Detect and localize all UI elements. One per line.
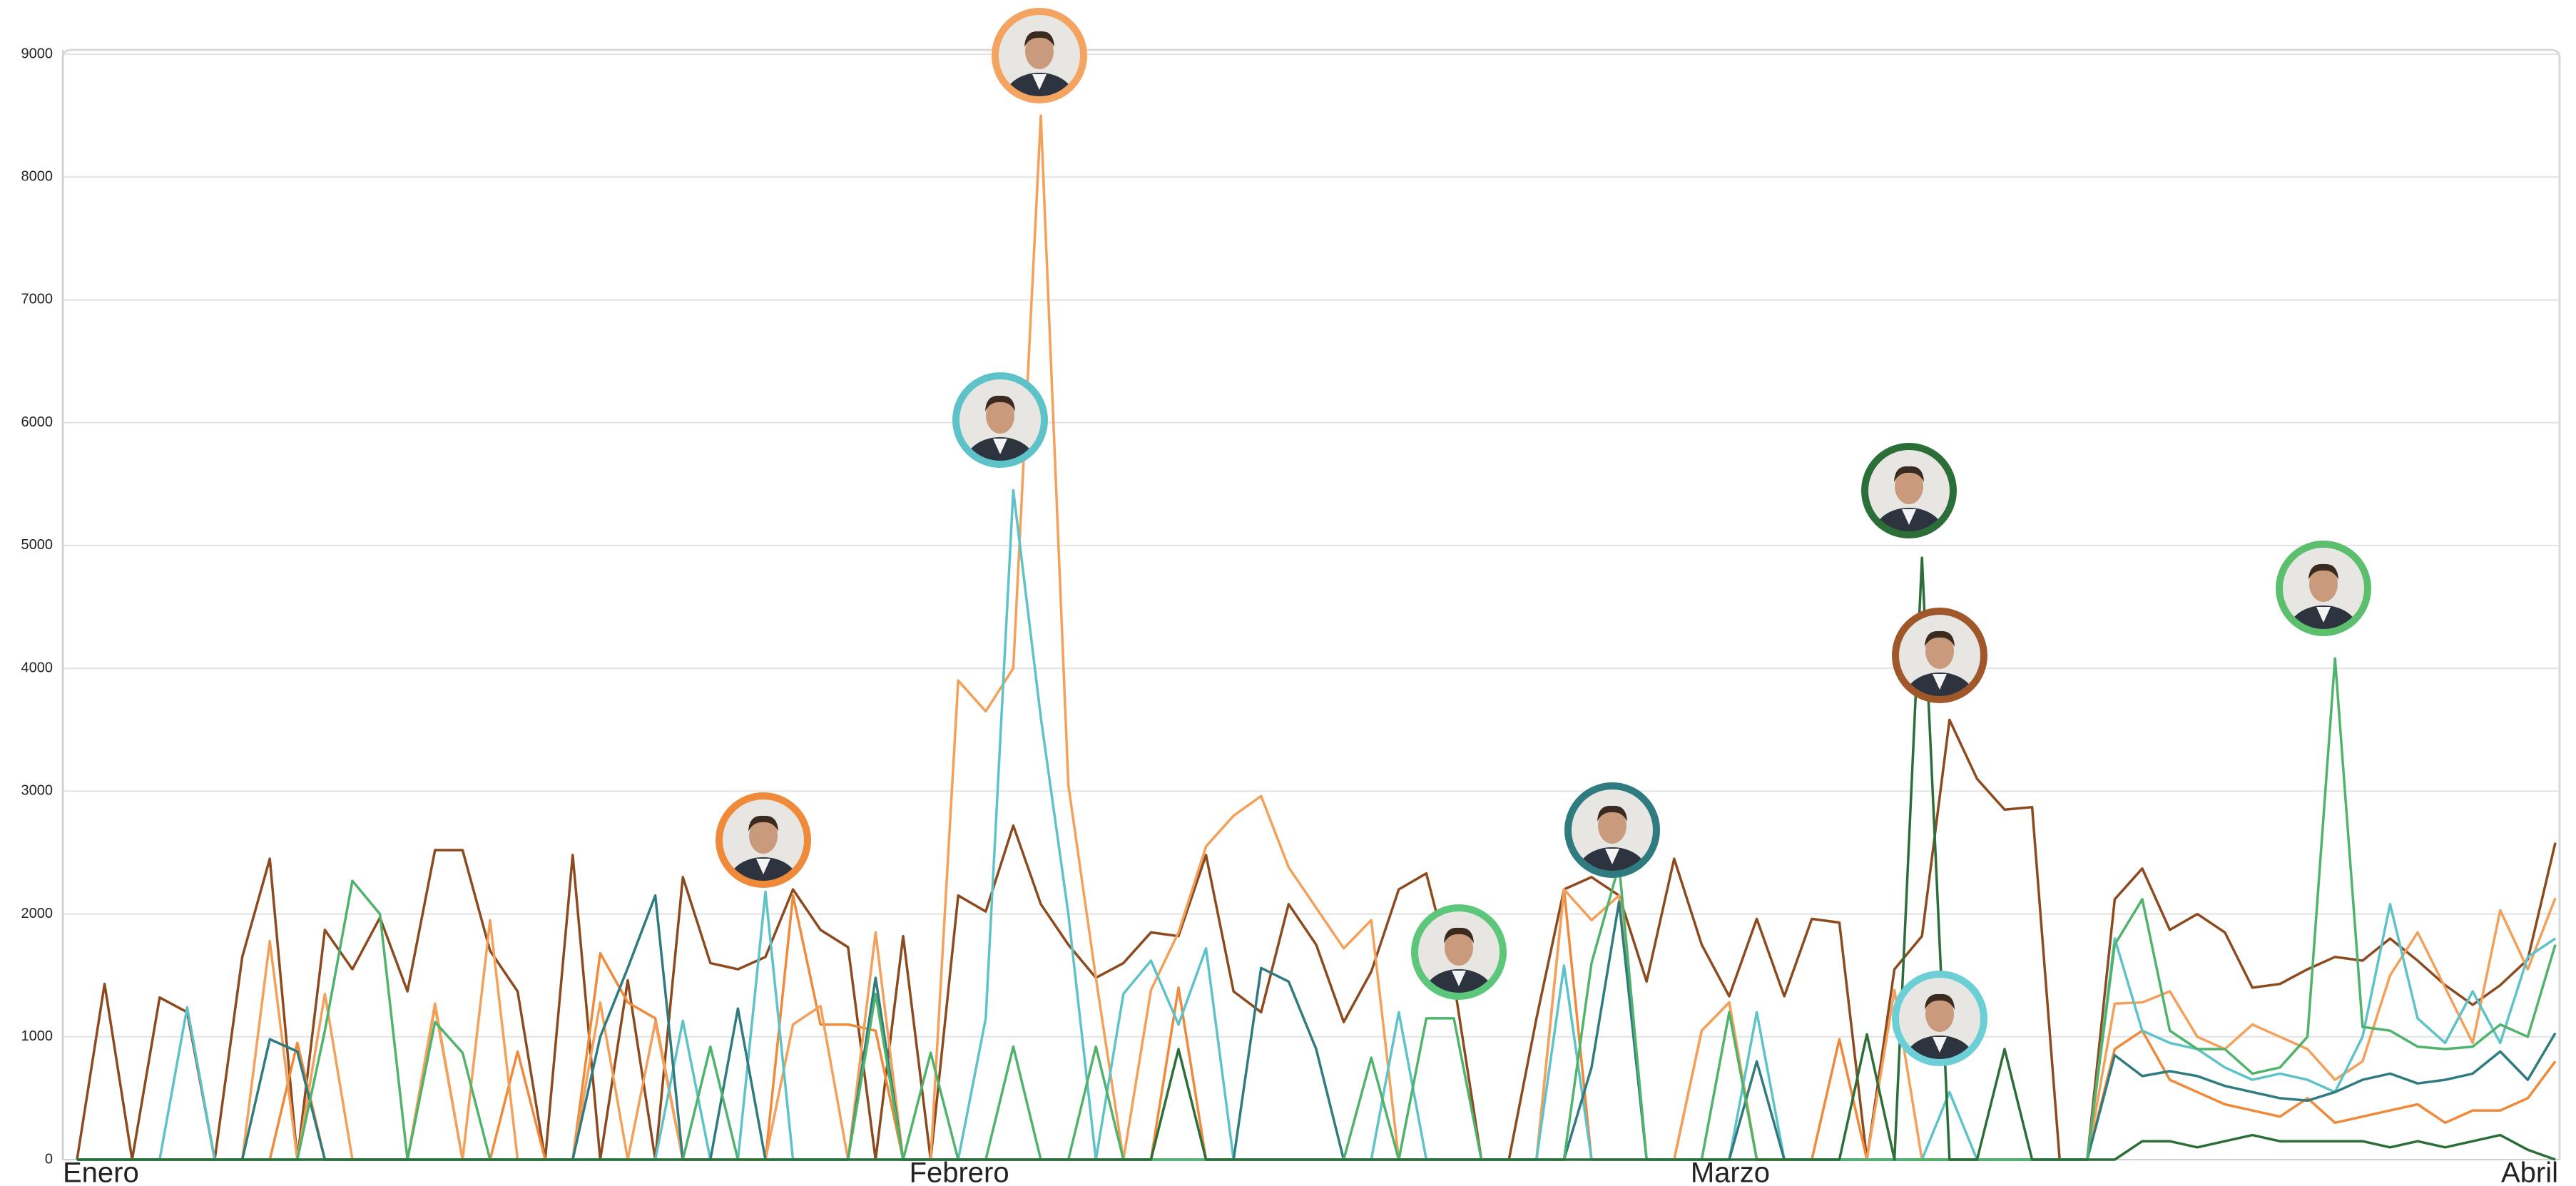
y-tick-label: 8000 xyxy=(21,169,54,185)
y-tick-label: 2000 xyxy=(21,906,54,921)
portrait-marker xyxy=(1865,446,1953,556)
series-line xyxy=(77,720,2555,1160)
x-tick-label: Marzo xyxy=(1691,1157,1770,1186)
y-tick-label: 1000 xyxy=(21,1028,54,1044)
series-line xyxy=(77,116,2555,1160)
portrait-marker xyxy=(1895,974,1984,1084)
series-line xyxy=(77,558,2555,1160)
series-line xyxy=(77,490,2555,1160)
y-tick-label: 6000 xyxy=(21,414,54,430)
series-line xyxy=(77,896,2555,1160)
portrait-marker xyxy=(995,11,1084,121)
series-line xyxy=(77,889,2555,1160)
portrait-marker xyxy=(1415,908,1503,1018)
y-tick-label: 4000 xyxy=(21,660,54,675)
portrait-marker xyxy=(2279,544,2368,654)
plot-frame xyxy=(63,50,2560,1160)
y-tick-label: 5000 xyxy=(21,537,54,553)
y-tick-label: 3000 xyxy=(21,783,54,799)
portrait-marker xyxy=(1568,786,1656,896)
lines xyxy=(77,116,2555,1160)
y-tick-label: 9000 xyxy=(21,46,54,61)
grid xyxy=(63,50,2560,1160)
labels: 0 1000 2000 3000 4000 5000 6000 7000 8000 9000 Ene… xyxy=(21,46,2559,1186)
avatars xyxy=(719,11,2368,1084)
portrait-marker xyxy=(956,376,1044,486)
chart: 0 1000 2000 3000 4000 5000 6000 7000 8000 9000 Ene… xyxy=(0,0,2576,1186)
x-tick-label: Enero xyxy=(63,1157,139,1186)
x-tick-label: Febrero xyxy=(910,1157,1009,1186)
portrait-marker xyxy=(1895,611,1984,721)
x-tick-label: Abril xyxy=(2501,1157,2558,1186)
page: {"chart_data": { "type": "line", "catego… xyxy=(0,0,2576,1186)
y-tick-label: 0 xyxy=(45,1151,53,1167)
y-tick-label: 7000 xyxy=(21,292,54,307)
